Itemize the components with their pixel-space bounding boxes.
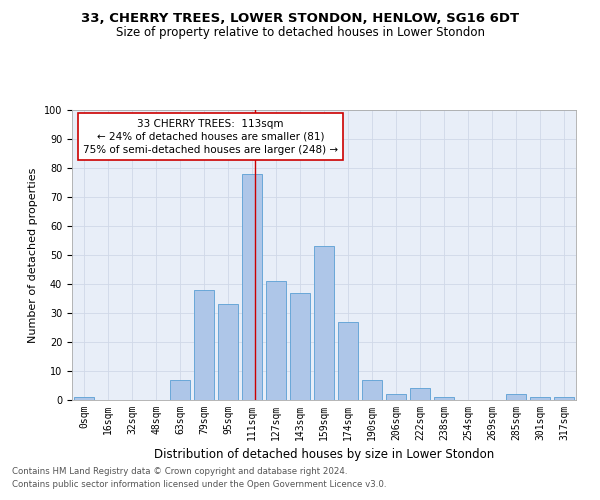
Bar bbox=[530, 397, 550, 400]
Bar bbox=[314, 246, 334, 400]
Bar bbox=[194, 290, 214, 400]
Bar bbox=[410, 388, 430, 400]
Bar bbox=[242, 174, 262, 400]
Bar bbox=[338, 322, 358, 400]
Text: Contains HM Land Registry data © Crown copyright and database right 2024.: Contains HM Land Registry data © Crown c… bbox=[12, 467, 347, 476]
Bar bbox=[506, 394, 526, 400]
Text: 33 CHERRY TREES:  113sqm
← 24% of detached houses are smaller (81)
75% of semi-d: 33 CHERRY TREES: 113sqm ← 24% of detache… bbox=[83, 118, 338, 155]
Bar bbox=[386, 394, 406, 400]
Bar bbox=[362, 380, 382, 400]
Bar bbox=[266, 281, 286, 400]
Text: Size of property relative to detached houses in Lower Stondon: Size of property relative to detached ho… bbox=[115, 26, 485, 39]
Text: 33, CHERRY TREES, LOWER STONDON, HENLOW, SG16 6DT: 33, CHERRY TREES, LOWER STONDON, HENLOW,… bbox=[81, 12, 519, 26]
Bar bbox=[74, 397, 94, 400]
Bar bbox=[554, 397, 574, 400]
Bar bbox=[170, 380, 190, 400]
Bar bbox=[218, 304, 238, 400]
Bar bbox=[290, 292, 310, 400]
Bar bbox=[434, 397, 454, 400]
X-axis label: Distribution of detached houses by size in Lower Stondon: Distribution of detached houses by size … bbox=[154, 448, 494, 462]
Text: Contains public sector information licensed under the Open Government Licence v3: Contains public sector information licen… bbox=[12, 480, 386, 489]
Y-axis label: Number of detached properties: Number of detached properties bbox=[28, 168, 38, 342]
